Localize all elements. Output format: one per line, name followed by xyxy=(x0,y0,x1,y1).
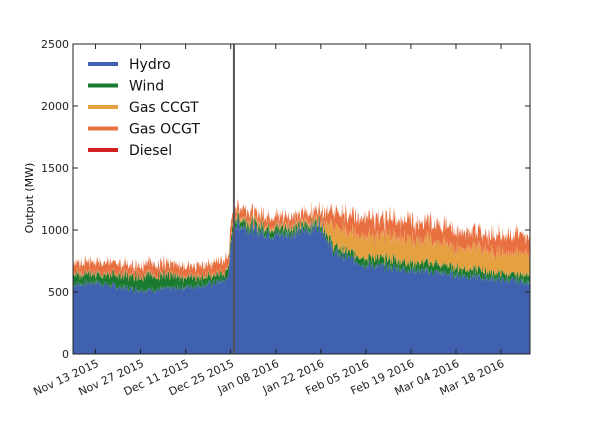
legend-label: Gas CCGT xyxy=(129,100,199,116)
y-tick-label: 1000 xyxy=(41,224,69,237)
series-area-wind xyxy=(73,207,530,294)
plot-frame xyxy=(72,43,531,355)
y-tick-label: 1500 xyxy=(41,162,69,175)
legend: Hydro Wind Gas CCGT Gas OCGT Diesel xyxy=(88,57,200,159)
series-area-gas-ocgt xyxy=(73,196,530,283)
series-area-gas-ccgt xyxy=(73,204,530,284)
plot-area xyxy=(73,44,530,354)
y-tick-label: 0 xyxy=(62,348,69,361)
legend-label: Diesel xyxy=(129,143,172,159)
y-tick-label: 500 xyxy=(48,286,69,299)
legend-label: Hydro xyxy=(129,57,171,73)
series-area-hydro xyxy=(73,216,530,354)
y-axis-title: Output (MW) xyxy=(23,163,36,234)
legend-label: Wind xyxy=(129,79,164,95)
y-tick-label: 2000 xyxy=(41,100,69,113)
legend-label: Gas OCGT xyxy=(129,122,200,138)
y-tick-label: 2500 xyxy=(41,38,69,51)
